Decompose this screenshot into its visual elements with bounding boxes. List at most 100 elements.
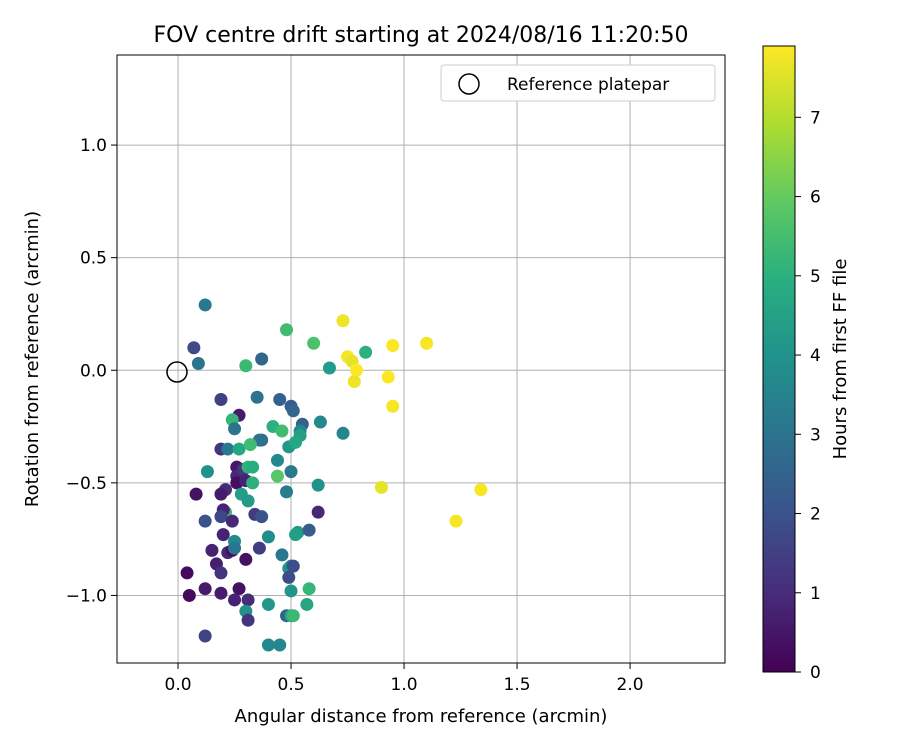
scatter-point <box>284 584 298 598</box>
scatter-point <box>322 361 336 375</box>
colorbar-ticks: 0 1 2 3 4 5 6 7 <box>795 108 821 683</box>
scatter-point <box>275 548 289 562</box>
scatter-point <box>214 510 228 524</box>
scatter-point <box>243 438 257 452</box>
x-tick-label: 1.5 <box>504 675 531 695</box>
scatter-point <box>228 422 242 436</box>
scatter-point <box>307 336 321 350</box>
x-tick-label: 1.0 <box>391 675 418 695</box>
scatter-point <box>241 613 255 627</box>
scatter-point <box>261 638 275 652</box>
scatter-point <box>241 494 255 508</box>
colorbar-tick-label: 3 <box>810 425 821 445</box>
scatter-point <box>302 582 316 596</box>
scatter-point <box>336 426 350 440</box>
scatter-point <box>273 393 287 407</box>
scatter-point <box>374 480 388 494</box>
legend-label: Reference platepar <box>507 75 669 95</box>
scatter-point <box>232 442 246 456</box>
scatter-point <box>187 341 201 355</box>
scatter-point <box>228 541 242 555</box>
scatter-point <box>241 593 255 607</box>
y-axis-label: Rotation from reference (arcmin) <box>22 211 43 507</box>
colorbar-tick-label: 2 <box>810 505 821 525</box>
scatter-point <box>239 359 253 373</box>
scatter-point <box>386 399 400 413</box>
scatter-point <box>214 393 228 407</box>
y-tick-label: 0.0 <box>80 361 107 381</box>
data-points <box>180 298 488 652</box>
scatter-point <box>359 345 373 359</box>
scatter-point <box>474 483 488 497</box>
scatter-point <box>221 442 235 456</box>
y-tick-label: 1.0 <box>80 136 107 156</box>
y-tick-label: −0.5 <box>66 474 107 494</box>
x-tick-label: 0.0 <box>165 675 192 695</box>
scatter-point <box>311 505 325 519</box>
scatter-point <box>191 357 205 371</box>
colorbar-tick-label: 1 <box>810 584 821 604</box>
scatter-point <box>232 582 246 596</box>
scatter-point <box>270 453 284 467</box>
scatter-point <box>246 476 260 490</box>
x-tick-label: 0.5 <box>278 675 305 695</box>
scatter-point <box>282 570 296 584</box>
plot-frame <box>116 54 726 664</box>
scatter-point <box>311 478 325 492</box>
x-tick-label: 2.0 <box>617 675 644 695</box>
scatter-point <box>300 597 314 611</box>
scatter-point <box>286 559 300 573</box>
scatter-point <box>214 487 228 501</box>
colorbar-label: Hours from first FF file <box>830 259 851 460</box>
scatter-point <box>381 370 395 384</box>
scatter-point <box>280 485 294 499</box>
scatter-point <box>250 390 264 404</box>
scatter-point <box>228 593 242 607</box>
colorbar-tick-label: 5 <box>810 267 821 287</box>
scatter-point <box>289 435 303 449</box>
scatter-point <box>261 530 275 544</box>
scatter-point <box>225 514 239 528</box>
scatter-point <box>200 465 214 479</box>
colorbar-tick-label: 7 <box>810 108 821 128</box>
scatter-point <box>205 543 219 557</box>
legend: Reference platepar <box>440 64 716 102</box>
scatter-point <box>286 609 300 623</box>
chart-title: FOV centre drift starting at 2024/08/16 … <box>154 23 689 48</box>
scatter-point <box>198 629 212 643</box>
scatter-point <box>180 566 194 580</box>
scatter-point <box>273 638 287 652</box>
scatter-point <box>255 352 269 366</box>
scatter-point <box>302 523 316 537</box>
scatter-point <box>336 314 350 328</box>
scatter-point <box>252 541 266 555</box>
x-axis-ticks: 0.0 0.5 1.0 1.5 2.0 <box>165 663 644 695</box>
scatter-point <box>347 375 361 389</box>
scatter-point <box>246 460 260 474</box>
colorbar-gradient <box>762 45 796 673</box>
scatter-point <box>313 415 327 429</box>
y-tick-label: −1.0 <box>66 586 107 606</box>
colorbar: 0 1 2 3 4 5 6 7 Hours from first FF file <box>762 45 851 683</box>
scatter-point <box>289 528 303 542</box>
colorbar-tick-label: 4 <box>810 346 821 366</box>
scatter-point <box>214 586 228 600</box>
scatter-point <box>449 514 463 528</box>
scatter-point <box>182 588 196 602</box>
y-tick-label: 0.5 <box>80 249 107 269</box>
x-axis-label: Angular distance from reference (arcmin) <box>235 706 608 727</box>
scatter-point <box>214 566 228 580</box>
scatter-point <box>189 487 203 501</box>
scatter-point <box>255 510 269 524</box>
colorbar-tick-label: 6 <box>810 188 821 208</box>
legend-marker <box>458 73 480 95</box>
scatter-point <box>198 582 212 596</box>
scatter-point <box>284 465 298 479</box>
scatter-point <box>420 336 434 350</box>
scatter-point <box>198 514 212 528</box>
scatter-point <box>275 424 289 438</box>
y-axis-ticks: −1.0 −0.5 0.0 0.5 1.0 <box>66 136 117 606</box>
scatter-point <box>280 323 294 337</box>
scatter-point <box>216 528 230 542</box>
